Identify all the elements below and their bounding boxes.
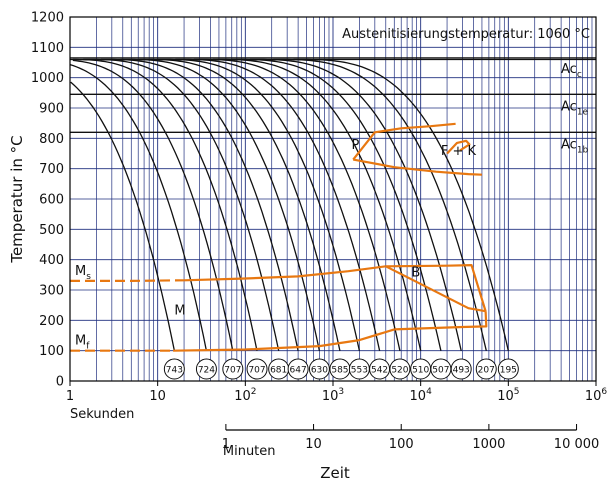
x-tick-label: 102 — [234, 387, 256, 404]
hardness-marker — [287, 358, 309, 380]
ms-line-dashed — [70, 279, 185, 282]
x-tick-label: 103 — [322, 387, 344, 404]
y-tick-label: 300 — [39, 284, 64, 299]
y-tick-label: 900 — [39, 102, 64, 117]
cooling-curve — [273, 58, 487, 351]
cooling-curve — [175, 58, 381, 351]
y-tick-label: 0 — [56, 375, 64, 390]
hardness-value: 553 — [351, 366, 368, 376]
cooling-curve — [193, 58, 401, 351]
minutes-label: Minuten — [223, 444, 276, 459]
cooling-curve — [139, 58, 341, 351]
hardness-marker — [497, 358, 519, 380]
hardness-marker — [450, 358, 472, 380]
y-tick-label: 600 — [39, 193, 64, 208]
y-tick-label: 200 — [39, 314, 64, 329]
hardness-value: 507 — [432, 366, 449, 376]
cooling-curve — [249, 58, 462, 351]
minutes-tick-label: 10 — [305, 437, 322, 452]
hardness-marker — [475, 358, 497, 380]
phase-label: P — [351, 138, 359, 153]
x-tick-label: 104 — [410, 387, 433, 404]
hardness-marker — [222, 358, 244, 380]
bainite-start-line — [385, 264, 487, 312]
ferrite-carbide-line — [446, 139, 471, 155]
pearlite-end-line — [352, 158, 482, 176]
y-axis-title: Temperatur in °C — [8, 135, 26, 263]
y-tick-label: 800 — [39, 132, 64, 147]
hardness-value: 681 — [270, 366, 287, 376]
hardness-value: 195 — [500, 366, 517, 376]
cooling-curve — [231, 58, 442, 351]
hardness-marker — [163, 358, 185, 380]
cooling-curve — [70, 81, 176, 351]
x-tick-label: 105 — [497, 387, 519, 404]
critical-temp-label: Ac1b — [561, 137, 589, 155]
cooling-curve — [120, 58, 321, 351]
hardness-marker — [246, 358, 268, 380]
minutes-tick-label: 1 — [222, 437, 230, 452]
grid-lines — [69, 16, 596, 382]
y-tick-label: 1000 — [31, 71, 64, 86]
hardness-value: 707 — [224, 366, 241, 376]
phase-label: B — [411, 265, 420, 280]
x-tick-label: 106 — [585, 387, 608, 404]
pearlite-start-line — [352, 122, 456, 161]
plot-frame — [69, 16, 597, 382]
hardness-value: 743 — [166, 366, 183, 376]
hardness-marker — [389, 358, 411, 380]
cooling-curve — [293, 58, 509, 351]
minutes-tick-label: 100 — [389, 437, 414, 452]
x-tick-label: 10 — [149, 389, 166, 404]
y-tick-label: 500 — [39, 223, 64, 238]
hardness-value: 542 — [371, 366, 388, 376]
bainite-end-line — [385, 265, 486, 313]
ms-line — [184, 265, 386, 282]
cooling-curve — [156, 58, 361, 351]
hardness-marker — [195, 358, 217, 380]
hardness-value: 585 — [331, 366, 348, 376]
hardness-marker — [308, 358, 330, 380]
hardness-value: 630 — [311, 366, 328, 376]
hardness-value: 520 — [391, 366, 408, 376]
hardness-value: 207 — [478, 366, 495, 376]
cooling-curve — [83, 58, 280, 351]
y-tick-label: 700 — [39, 162, 64, 177]
bainite-bottom-line — [394, 311, 488, 331]
y-tick-label: 1200 — [31, 11, 64, 26]
austenitizing-label: Austenitisierungstemperatur: 1060 °C — [342, 27, 590, 42]
critical-temp-label: Ac1e — [561, 99, 589, 117]
minutes-tick-label: 10 000 — [554, 437, 600, 452]
mf-line — [173, 328, 395, 352]
hardness-value: 724 — [198, 366, 215, 376]
x-tick-label: 1 — [66, 389, 74, 404]
seconds-label: Sekunden — [70, 407, 134, 422]
y-tick-label: 100 — [39, 344, 64, 359]
y-tick-label: 400 — [39, 253, 64, 268]
cooling-curve — [73, 58, 258, 351]
hardness-value: 493 — [453, 366, 470, 376]
hardness-value: 707 — [248, 366, 265, 376]
cooling-curve — [212, 58, 422, 351]
cooling-curve — [100, 58, 299, 351]
mf-label: Mf — [75, 334, 90, 352]
phase-label: M — [174, 303, 185, 318]
phase-label: F + K — [441, 144, 477, 159]
ms-label: Ms — [75, 264, 91, 282]
critical-temp-label: Acc — [561, 62, 582, 80]
cooling-curves: 743 724 707 707 681 647 630 585 553 542 520 510 507 4… — [69, 57, 596, 380]
hardness-value: 647 — [290, 366, 307, 376]
phase-boundaries — [70, 122, 488, 352]
minutes-tick-label: 1000 — [472, 437, 505, 452]
y-tick-label: 1100 — [31, 41, 64, 56]
x-axis-title: Zeit — [320, 464, 350, 482]
hardness-value: 510 — [412, 366, 429, 376]
cooling-curve — [72, 59, 234, 351]
cooling-curve — [69, 63, 208, 351]
